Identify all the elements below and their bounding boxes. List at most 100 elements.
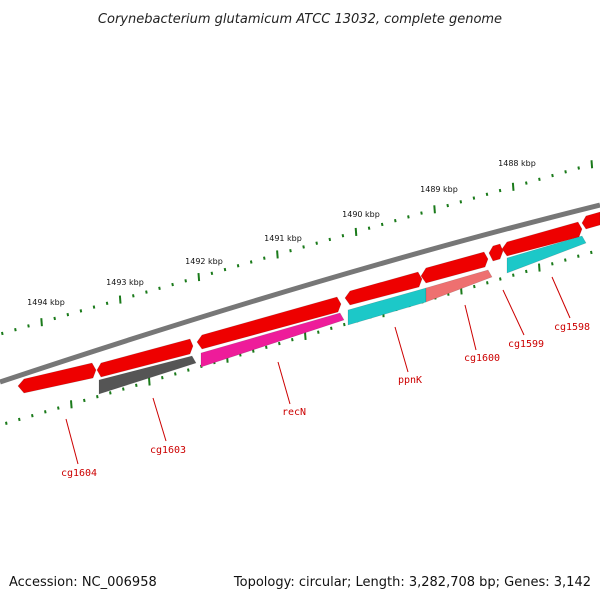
gene-arrow-recN[interactable]: [200, 312, 345, 368]
gene-label-ppnK[interactable]: ppnK: [398, 375, 422, 386]
outer-major-tick: [590, 160, 594, 169]
outer-minor-tick: [564, 170, 567, 174]
gene-label-cg1603[interactable]: cg1603: [150, 445, 186, 456]
outer-minor-tick: [367, 226, 371, 230]
inner-minor-tick: [499, 277, 502, 281]
inner-minor-tick: [564, 258, 567, 262]
label-leader-line: [394, 326, 409, 373]
outer-minor-tick: [92, 305, 96, 309]
inner-major-tick: [304, 331, 307, 341]
label-leader-line: [502, 289, 525, 336]
outer-minor-tick: [328, 237, 332, 242]
outer-minor-tick: [485, 192, 489, 197]
inner-minor-tick: [5, 421, 8, 425]
label-leader-line: [464, 304, 477, 351]
inner-minor-tick: [187, 368, 190, 372]
outer-tick-track: [1, 160, 594, 336]
outer-minor-tick: [289, 249, 292, 253]
label-leader-line: [152, 397, 167, 442]
inner-minor-tick: [265, 345, 268, 350]
inner-minor-tick: [122, 387, 125, 391]
gene-label-cg1604[interactable]: cg1604: [61, 468, 97, 479]
outer-major-tick: [276, 250, 279, 259]
gene-label-recN[interactable]: recN: [282, 407, 306, 418]
genome-backbone: [0, 202, 600, 385]
gene-arrow-cg1598[interactable]: [506, 235, 587, 274]
outer-minor-tick: [525, 181, 528, 185]
inner-minor-tick: [96, 394, 99, 399]
outer-minor-tick: [577, 166, 580, 170]
outer-minor-tick: [538, 177, 541, 181]
gene-label-cg1599[interactable]: cg1599: [508, 339, 544, 350]
gene-label-cg1600[interactable]: cg1600: [464, 353, 500, 364]
inner-minor-tick: [291, 338, 294, 342]
inner-minor-tick: [83, 398, 86, 403]
outer-minor-tick: [472, 196, 476, 200]
gene-arrow-outer-6[interactable]: [488, 243, 504, 262]
inner-minor-tick: [577, 254, 580, 258]
outer-minor-tick: [1, 331, 4, 336]
inner-minor-tick: [330, 326, 333, 331]
genome-summary-text: Topology: circular; Length: 3,282,708 bp…: [233, 575, 591, 590]
outer-minor-tick: [184, 279, 187, 283]
inner-minor-tick: [551, 262, 554, 266]
scale-label-1489kbp: 1489 kbp: [420, 185, 458, 194]
outer-major-tick: [197, 272, 201, 282]
gene-label-leaders: [65, 276, 571, 465]
outer-minor-tick: [446, 203, 449, 208]
outer-minor-tick: [171, 282, 174, 287]
inner-minor-tick: [278, 341, 281, 346]
gene-features: [17, 211, 600, 395]
gene-arrow-outer-5[interactable]: [420, 251, 489, 284]
inner-minor-tick: [44, 410, 47, 414]
inner-minor-tick: [512, 273, 515, 277]
scale-label-1488kbp: 1488 kbp: [498, 159, 536, 168]
scale-label-1490kbp: 1490 kbp: [342, 210, 380, 219]
outer-minor-tick: [249, 260, 253, 264]
inner-minor-tick: [135, 383, 138, 387]
gene-arrow-cg1600[interactable]: [425, 269, 493, 303]
label-leader-line: [551, 276, 571, 319]
outer-minor-tick: [394, 218, 397, 223]
inner-minor-tick: [252, 349, 255, 353]
outer-minor-tick: [263, 256, 266, 260]
outer-minor-tick: [53, 316, 56, 321]
inner-minor-tick: [486, 281, 489, 285]
outer-minor-tick: [380, 222, 384, 227]
gene-arrow-outer-3[interactable]: [196, 296, 342, 350]
outer-minor-tick: [420, 211, 423, 215]
outer-minor-tick: [27, 324, 30, 328]
scale-label-1493kbp: 1493 kbp: [106, 278, 144, 287]
gene-arrow-outer-2[interactable]: [96, 338, 194, 378]
outer-minor-tick: [315, 241, 318, 245]
accession-text: Accession: NC_006958: [9, 575, 157, 590]
inner-minor-tick: [473, 284, 476, 289]
outer-minor-tick: [145, 290, 148, 294]
outer-minor-tick: [551, 173, 554, 178]
inner-minor-tick: [317, 330, 320, 334]
scale-label-1491kbp: 1491 kbp: [264, 234, 302, 243]
scale-label-1494kbp: 1494 kbp: [27, 298, 65, 307]
outer-minor-tick: [223, 267, 227, 272]
inner-major-tick: [538, 263, 541, 272]
inner-minor-tick: [161, 375, 164, 380]
outer-major-tick: [354, 227, 358, 236]
gene-label-cg1598[interactable]: cg1598: [554, 322, 590, 333]
map-title: Corynebacterium glutamicum ATCC 13032, c…: [98, 12, 502, 27]
gene-arrow-outer-8[interactable]: [581, 211, 600, 230]
gene-arrow-cg1603[interactable]: [98, 355, 197, 395]
inner-minor-tick: [18, 417, 21, 422]
outer-minor-tick: [105, 301, 109, 306]
outer-minor-tick: [407, 215, 410, 219]
inner-minor-tick: [343, 322, 346, 327]
inner-minor-tick: [57, 406, 60, 410]
gene-arrow-cg1604[interactable]: [17, 362, 97, 394]
outer-minor-tick: [14, 327, 17, 332]
outer-minor-tick: [79, 309, 83, 313]
outer-major-tick: [40, 318, 43, 327]
outer-minor-tick: [158, 286, 161, 291]
gene-arrow-outer-4[interactable]: [344, 271, 423, 306]
label-leader-line: [277, 361, 291, 405]
inner-minor-tick: [174, 372, 177, 376]
